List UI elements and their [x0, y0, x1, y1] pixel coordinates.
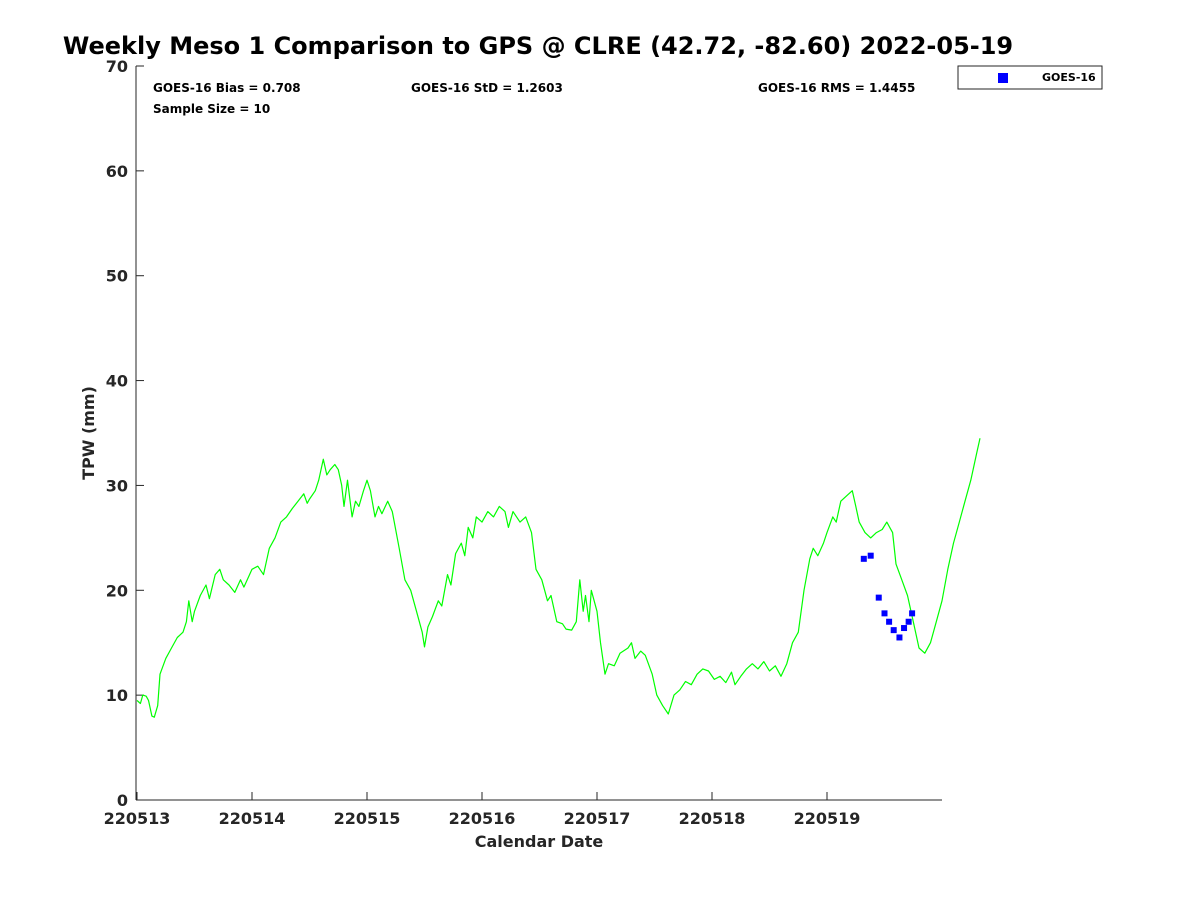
chart-title: Weekly Meso 1 Comparison to GPS @ CLRE (… [63, 32, 1013, 60]
legend: GOES-16 [957, 65, 1103, 90]
goes16-point [886, 618, 893, 625]
goes16-point [901, 625, 908, 632]
y-tick-label: 40 [106, 372, 128, 391]
y-tick-label: 20 [106, 581, 128, 600]
x-tick-label: 220513 [104, 809, 171, 828]
goes16-point [890, 627, 897, 634]
x-tick-label: 220515 [334, 809, 401, 828]
x-tick-label: 220514 [219, 809, 286, 828]
stat-bias: GOES-16 Bias = 0.708 [153, 81, 301, 95]
axes [135, 66, 942, 801]
legend-label-goes16: GOES-16 [1042, 71, 1096, 84]
goes16-point [881, 610, 888, 617]
x-tick-label: 220516 [449, 809, 516, 828]
y-tick-label: 0 [117, 791, 128, 810]
x-tick-label: 220518 [679, 809, 746, 828]
stat-rms: GOES-16 RMS = 1.4455 [758, 81, 915, 95]
x-tick-label: 220517 [564, 809, 631, 828]
goes16-point [860, 555, 867, 562]
y-tick-label: 30 [106, 476, 128, 495]
stat-sample-size: Sample Size = 10 [153, 102, 270, 116]
goes16-point [896, 634, 903, 641]
goes16-point [867, 552, 874, 559]
series-layer [136, 438, 981, 718]
stat-std: GOES-16 StD = 1.2603 [411, 81, 563, 95]
y-tick-label: 50 [106, 267, 128, 286]
y-tick-label: 70 [106, 57, 128, 76]
gps-tpw-line [136, 438, 981, 718]
plot-area [136, 66, 942, 800]
y-axis-ticks: 0 10 20 30 40 50 60 70 [106, 57, 144, 810]
y-tick-label: 60 [106, 162, 128, 181]
legend-swatch-goes16 [998, 73, 1008, 83]
goes16-point [875, 594, 882, 601]
x-axis-ticks: 220513 220514 220515 220516 220517 220518 2205… [104, 792, 861, 828]
x-axis-label: Calendar Date [475, 832, 604, 851]
goes16-point [909, 610, 916, 617]
y-tick-label: 10 [106, 686, 128, 705]
y-axis-label: TPW (mm) [79, 386, 98, 480]
goes16-point [905, 618, 912, 625]
x-tick-label: 220519 [794, 809, 861, 828]
legend-box [957, 65, 1103, 90]
